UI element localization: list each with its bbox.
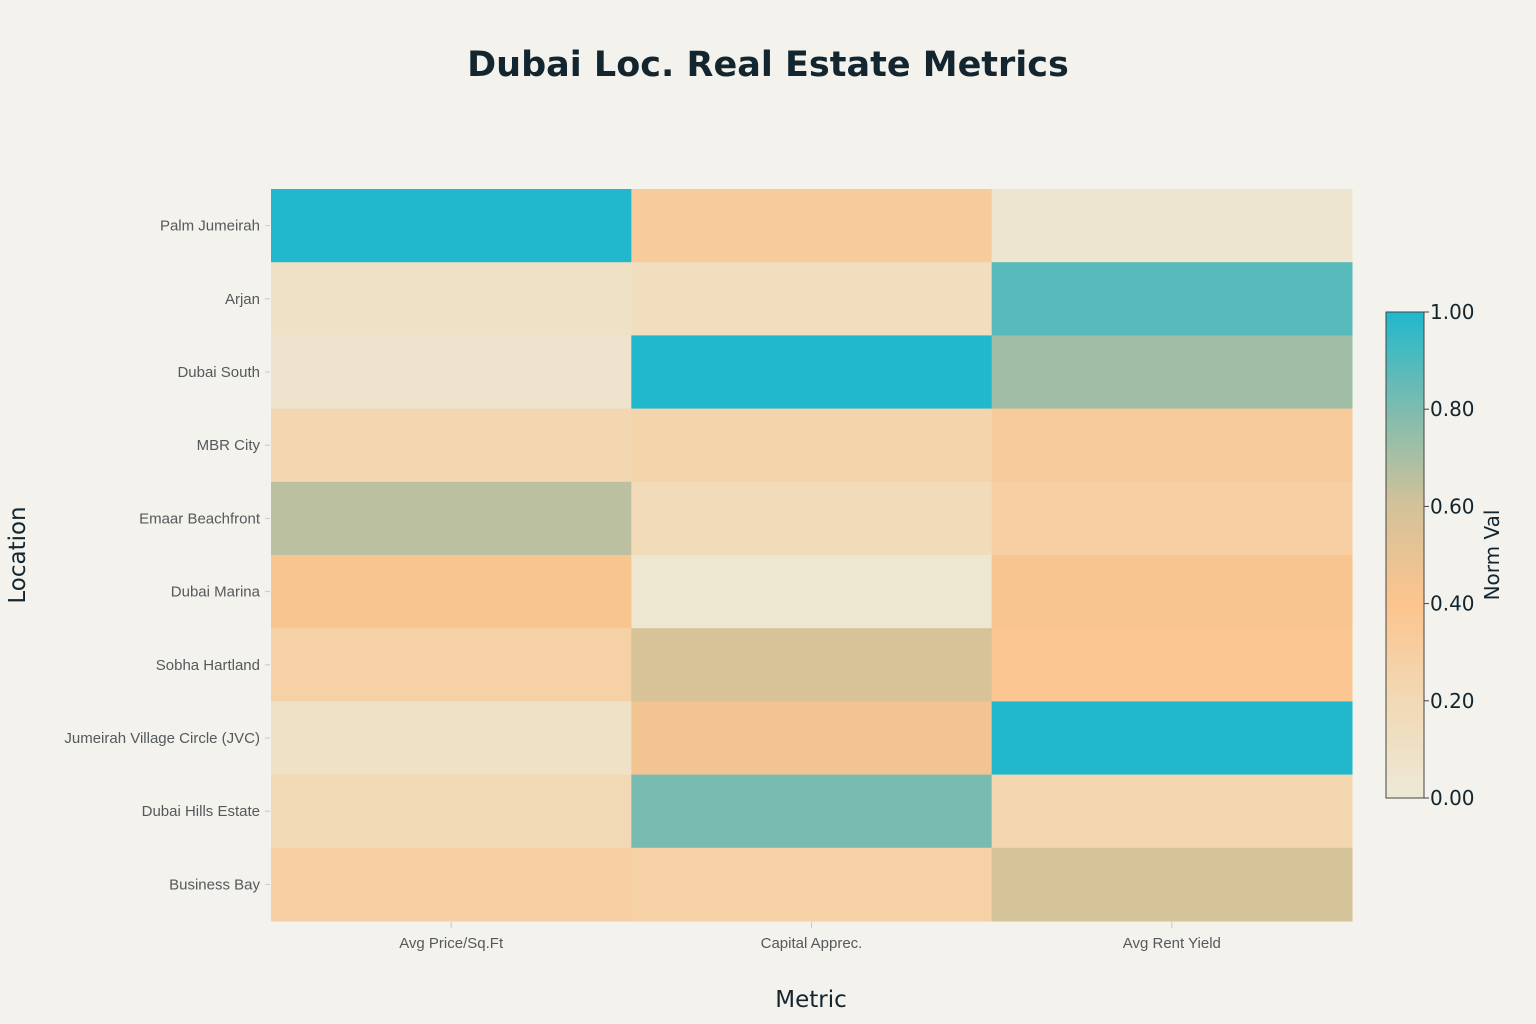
y-tick-label: Dubai Marina <box>171 584 261 601</box>
heatmap-cell <box>271 335 632 410</box>
heatmap-cell <box>991 847 1353 922</box>
y-tick-label: Dubai Hills Estate <box>142 803 260 820</box>
heatmap-cells <box>271 189 1353 922</box>
heatmap-cell <box>631 774 993 849</box>
x-tick-label: Avg Rent Yield <box>1123 935 1221 952</box>
y-axis: Palm Jumeirah Arjan Dubai South MBR City Ema… <box>64 218 270 893</box>
y-tick-label: Jumeirah Village Circle (JVC) <box>64 730 260 747</box>
colorbar-tick-label: 1.00 <box>1430 300 1475 324</box>
heatmap-cell <box>271 628 632 702</box>
heatmap-cell <box>631 335 993 410</box>
heatmap-cell <box>271 481 632 556</box>
colorbar-tick-label: 0.40 <box>1430 592 1475 616</box>
colorbar-gradient <box>1385 311 1425 799</box>
x-axis: Avg Price/Sq.Ft Capital Apprec. Avg Rent Y… <box>399 922 1221 952</box>
colorbar-tick-label: 0.80 <box>1430 397 1475 421</box>
heatmap-cell <box>271 262 632 336</box>
colorbar-title: Norm Val <box>1480 510 1504 601</box>
heatmap-cell <box>271 555 632 629</box>
y-tick-label: MBR City <box>197 437 261 454</box>
heatmap-cell <box>991 335 1353 410</box>
colorbar-tick-label: 0.60 <box>1430 494 1475 518</box>
x-tick-label: Avg Price/Sq.Ft <box>399 935 504 952</box>
heatmap-cell <box>631 262 993 336</box>
colorbar-ticks: 0.00 0.20 0.40 0.60 0.80 1.00 <box>1424 300 1475 810</box>
y-tick-label: Arjan <box>225 291 260 308</box>
heatmap-cell <box>631 481 993 556</box>
heatmap-cell <box>631 847 993 922</box>
heatmap-cell <box>631 189 993 263</box>
heatmap-cell <box>991 408 1353 483</box>
x-tick-label: Capital Apprec. <box>761 935 863 952</box>
heatmap-cell <box>631 555 993 629</box>
chart-title: Dubai Loc. Real Estate Metrics <box>467 45 1069 85</box>
heatmap-cell <box>631 701 993 776</box>
heatmap-cell <box>271 847 632 922</box>
heatmap-cell <box>631 408 993 483</box>
y-tick-label: Sobha Hartland <box>156 657 260 674</box>
heatmap-cell <box>991 555 1353 629</box>
colorbar-tick-label: 0.00 <box>1430 786 1475 810</box>
y-tick-label: Business Bay <box>169 876 260 893</box>
colorbar-tick-label: 0.20 <box>1430 689 1475 713</box>
heatmap-cell <box>631 628 993 702</box>
heatmap-cell <box>991 628 1353 702</box>
heatmap-cell <box>991 262 1353 336</box>
heatmap-cell <box>991 774 1353 849</box>
heatmap-cell <box>991 701 1353 776</box>
heatmap-cell <box>271 701 632 776</box>
heatmap-cell <box>271 774 632 849</box>
y-tick-label: Dubai South <box>177 364 260 381</box>
colorbar: 0.00 0.20 0.40 0.60 0.80 1.00 Norm Val <box>1385 300 1504 810</box>
heatmap-cell <box>991 189 1353 263</box>
heatmap-cell <box>991 481 1353 556</box>
x-axis-title: Metric <box>775 987 847 1013</box>
y-tick-label: Emaar Beachfront <box>139 510 261 527</box>
heatmap-cell <box>271 408 632 483</box>
heatmap-cell <box>271 189 632 263</box>
y-axis-title: Location <box>5 506 31 603</box>
y-tick-label: Palm Jumeirah <box>160 218 260 235</box>
